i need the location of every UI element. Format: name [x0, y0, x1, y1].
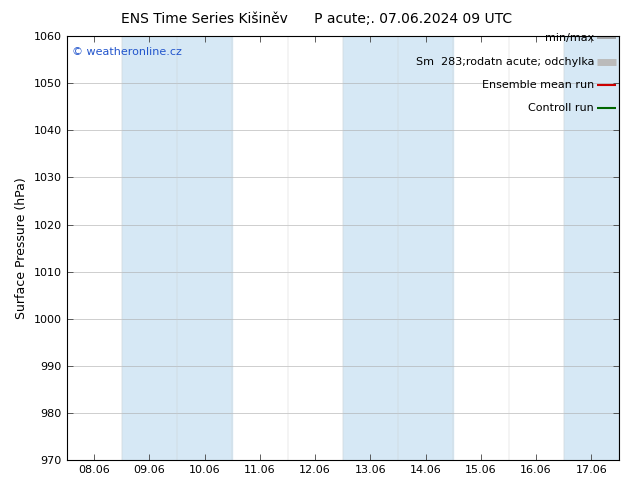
Text: ENS Time Series Kišiněv      P acute;. 07.06.2024 09 UTC: ENS Time Series Kišiněv P acute;. 07.06.… — [122, 12, 512, 26]
Bar — [177, 36, 232, 460]
Bar — [398, 36, 453, 460]
Bar — [122, 36, 177, 460]
Bar — [343, 36, 398, 460]
Text: Sm  283;rodatn acute; odchylka: Sm 283;rodatn acute; odchylka — [416, 56, 594, 67]
Bar — [564, 36, 619, 460]
Y-axis label: Surface Pressure (hPa): Surface Pressure (hPa) — [15, 177, 28, 319]
Text: Ensemble mean run: Ensemble mean run — [482, 80, 594, 90]
Text: Controll run: Controll run — [528, 103, 594, 113]
Text: © weatheronline.cz: © weatheronline.cz — [72, 47, 182, 57]
Text: min/max: min/max — [545, 33, 594, 43]
